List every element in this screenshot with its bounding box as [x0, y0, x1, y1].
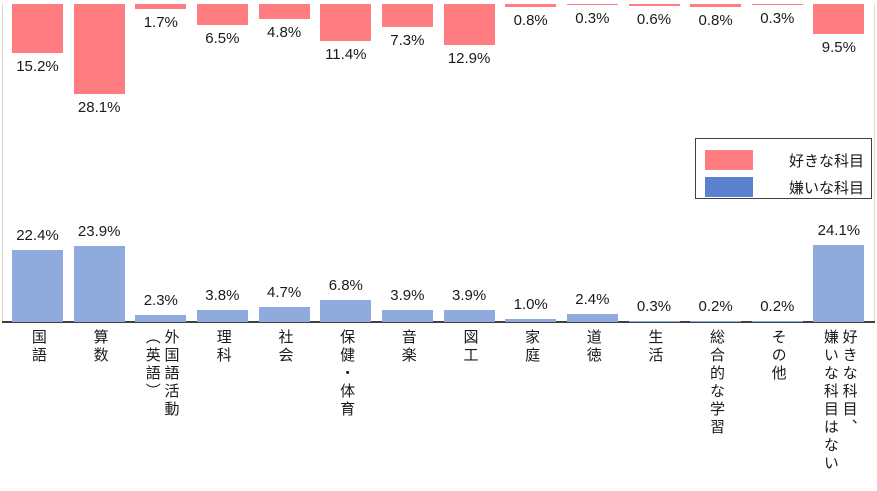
- value-label-liked: 28.1%: [77, 98, 121, 116]
- category-label: 好きな科目、 嫌いな科目はない: [820, 329, 858, 473]
- legend-swatch-disliked: [705, 177, 753, 197]
- value-label-disliked: 24.1%: [817, 221, 861, 239]
- value-label-disliked: 2.3%: [143, 291, 178, 309]
- value-label-liked: 0.8%: [698, 11, 733, 29]
- value-label-disliked: 6.8%: [328, 277, 363, 295]
- value-label-liked: 12.9%: [447, 50, 491, 68]
- value-label-disliked: 22.4%: [16, 227, 59, 245]
- bar-disliked: [135, 314, 187, 322]
- value-label-disliked: 23.9%: [77, 222, 121, 240]
- category-label-line: （英語）: [143, 329, 161, 401]
- category-label: 生活: [645, 329, 664, 365]
- category-label: 家庭: [521, 329, 540, 365]
- value-label-disliked: 0.2%: [760, 298, 795, 315]
- bar-liked: [443, 4, 495, 46]
- bar-disliked: [320, 300, 372, 322]
- bar-disliked: [628, 321, 680, 322]
- category-label: 総合的な学習: [706, 329, 725, 437]
- value-label-liked: 0.3%: [760, 10, 795, 27]
- category-label-line: 外国語活動: [162, 329, 180, 419]
- value-label-liked: 7.3%: [390, 32, 425, 50]
- category-label-line: 道徳: [584, 329, 602, 365]
- bar-liked: [813, 4, 865, 35]
- category-label: 保健・体育: [336, 329, 355, 419]
- bar-liked: [628, 4, 680, 6]
- value-label-liked: 11.4%: [325, 45, 367, 63]
- value-label-disliked: 2.4%: [575, 291, 610, 309]
- bar-disliked: [505, 318, 557, 322]
- legend-label-disliked: 嫌いな科目: [789, 179, 865, 197]
- category-label: 算数: [90, 329, 109, 365]
- category-label: 社会: [275, 329, 294, 365]
- category-label: 理科: [213, 329, 232, 365]
- value-label-liked: 15.2%: [16, 57, 59, 75]
- bar-liked: [381, 4, 433, 28]
- category-label-line: その他: [769, 329, 787, 383]
- bar-liked: [73, 4, 125, 94]
- bar-liked: [751, 4, 803, 5]
- legend-label-liked: 好きな科目: [789, 152, 865, 170]
- legend: 好きな科目 嫌いな科目: [695, 138, 872, 199]
- bar-liked: [320, 4, 372, 41]
- bar-liked: [258, 4, 310, 20]
- value-label-liked: 0.3%: [575, 10, 610, 27]
- bar-disliked: [196, 309, 248, 322]
- plot-border-right: [874, 4, 875, 322]
- plot-border-left: [2, 4, 3, 322]
- bar-disliked: [566, 314, 618, 322]
- value-label-liked: 6.5%: [205, 29, 240, 47]
- value-label-disliked: 3.9%: [390, 286, 425, 304]
- value-label-liked: 1.7%: [143, 14, 178, 32]
- category-label: 外国語活動 （英語）: [142, 329, 180, 419]
- category-label-line: 国語: [29, 329, 47, 365]
- bar-disliked: [751, 321, 803, 322]
- value-label-disliked: 3.8%: [205, 286, 240, 304]
- value-label-disliked: 0.2%: [698, 298, 733, 315]
- category-label: 音楽: [398, 329, 417, 365]
- bar-disliked: [258, 307, 310, 322]
- value-label-liked: 4.8%: [266, 24, 302, 42]
- bar-disliked: [381, 309, 433, 322]
- value-label-liked: 9.5%: [821, 39, 856, 57]
- bar-disliked: [73, 245, 125, 322]
- value-label-liked: 0.6%: [636, 10, 672, 28]
- category-label: その他: [768, 329, 787, 383]
- bar-liked: [135, 4, 187, 10]
- bar-liked: [690, 4, 742, 7]
- category-label-line: 嫌いな科目はない: [821, 329, 839, 473]
- category-label-line: 理科: [214, 329, 232, 365]
- category-label-line: 社会: [276, 329, 294, 365]
- category-label-line: 図工: [461, 329, 479, 365]
- x-axis-baseline: [2, 321, 875, 323]
- value-label-disliked: 4.7%: [266, 284, 302, 301]
- bar-disliked: [813, 244, 865, 322]
- bar-liked: [566, 4, 618, 5]
- category-label: 道徳: [583, 329, 602, 365]
- value-label-liked: 0.8%: [513, 11, 548, 29]
- legend-swatch-liked: [705, 150, 753, 170]
- legend-item-disliked: 嫌いな科目: [705, 177, 871, 197]
- value-label-disliked: 1.0%: [513, 295, 548, 313]
- category-label-line: 家庭: [523, 329, 541, 365]
- bar-liked: [12, 4, 63, 53]
- bar-disliked: [12, 250, 63, 322]
- value-label-disliked: 3.9%: [451, 286, 487, 304]
- category-label-line: 総合的な学習: [707, 329, 725, 437]
- category-label-line: 好きな科目、: [840, 329, 858, 437]
- bar-disliked: [443, 309, 495, 322]
- category-label: 図工: [460, 329, 479, 365]
- category-label-line: 保健・体育: [338, 329, 356, 419]
- legend-item-liked: 好きな科目: [705, 150, 871, 170]
- bar-liked: [505, 4, 557, 7]
- value-label-disliked: 0.3%: [636, 298, 672, 315]
- category-label-line: 生活: [646, 329, 664, 365]
- category-label-line: 音楽: [399, 329, 417, 365]
- category-label: 国語: [28, 329, 47, 365]
- bar-disliked: [690, 321, 742, 322]
- bar-liked: [196, 4, 248, 25]
- category-label-line: 算数: [91, 329, 109, 365]
